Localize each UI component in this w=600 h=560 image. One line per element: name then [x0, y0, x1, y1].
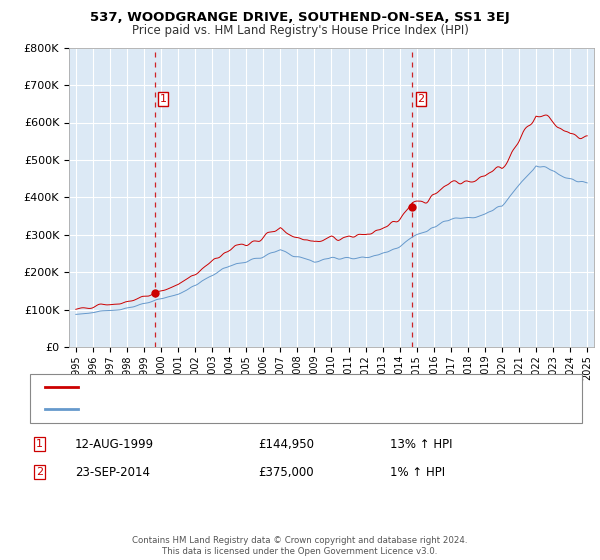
Text: Contains HM Land Registry data © Crown copyright and database right 2024.
This d: Contains HM Land Registry data © Crown c… — [132, 536, 468, 556]
Text: 537, WOODGRANGE DRIVE, SOUTHEND-ON-SEA, SS1 3EJ: 537, WOODGRANGE DRIVE, SOUTHEND-ON-SEA, … — [90, 11, 510, 24]
Text: 13% ↑ HPI: 13% ↑ HPI — [390, 437, 452, 451]
Text: 537, WOODGRANGE DRIVE, SOUTHEND-ON-SEA, SS1 3EJ (detached house): 537, WOODGRANGE DRIVE, SOUTHEND-ON-SEA, … — [85, 382, 476, 393]
Text: 12-AUG-1999: 12-AUG-1999 — [75, 437, 154, 451]
Text: 2: 2 — [417, 94, 424, 104]
Text: £375,000: £375,000 — [258, 465, 314, 479]
Text: £144,950: £144,950 — [258, 437, 314, 451]
Text: 23-SEP-2014: 23-SEP-2014 — [75, 465, 150, 479]
Text: 1: 1 — [160, 94, 167, 104]
Text: 2: 2 — [36, 467, 43, 477]
Text: HPI: Average price, detached house, Southend-on-Sea: HPI: Average price, detached house, Sout… — [85, 404, 368, 414]
Text: 1: 1 — [36, 439, 43, 449]
Text: 1% ↑ HPI: 1% ↑ HPI — [390, 465, 445, 479]
Text: Price paid vs. HM Land Registry's House Price Index (HPI): Price paid vs. HM Land Registry's House … — [131, 24, 469, 37]
